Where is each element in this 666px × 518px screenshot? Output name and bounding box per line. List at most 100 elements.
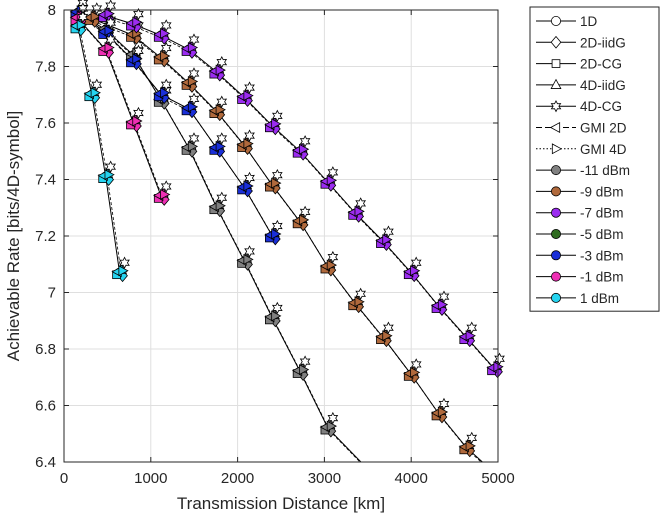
data-point xyxy=(382,234,393,246)
legend-marker xyxy=(551,292,562,303)
data-point xyxy=(299,143,310,155)
legend-item: GMI 2D xyxy=(536,121,627,136)
data-point xyxy=(187,75,199,87)
data-point-4d-cg xyxy=(271,301,283,315)
data-point-4d-cg xyxy=(188,132,200,145)
data-point xyxy=(104,8,115,20)
legend-item: -7 dBm xyxy=(536,206,624,221)
data-point-4d-cg xyxy=(466,321,478,334)
y-tick-label: 6.4 xyxy=(35,454,56,471)
data-point xyxy=(132,16,143,28)
legend-marker xyxy=(551,271,562,282)
data-point-4d-cg xyxy=(105,33,117,46)
data-point-4d-cg xyxy=(105,0,117,12)
x-tick-label: 0 xyxy=(60,470,68,487)
legend-box xyxy=(529,6,660,312)
data-point xyxy=(215,140,226,152)
data-point xyxy=(326,259,338,271)
legend-item: 4D-iidG xyxy=(536,78,626,93)
data-point-4d-cg xyxy=(494,352,505,365)
data-point xyxy=(104,25,115,37)
data-point xyxy=(187,42,199,54)
series-line-gmi xyxy=(79,29,122,276)
data-point xyxy=(160,27,171,39)
x-tick-label: 5000 xyxy=(481,470,514,487)
x-tick-label: 3000 xyxy=(308,470,341,487)
data-point xyxy=(132,53,143,65)
legend-label: 2D-CG xyxy=(580,57,622,72)
data-point-4d-cg xyxy=(327,411,339,425)
legend-marker xyxy=(550,78,562,89)
data-point-4d-cg xyxy=(188,92,200,106)
grid-lines xyxy=(63,9,499,463)
data-point-4d-cg xyxy=(133,7,144,21)
data-point xyxy=(437,299,449,311)
data-point xyxy=(271,228,282,240)
legend-label: 4D-CG xyxy=(580,99,622,114)
data-point-4d-cg xyxy=(271,219,283,233)
data-point-4d-cg xyxy=(244,129,255,142)
legend-item: 1 dBm xyxy=(536,291,619,306)
data-point xyxy=(437,406,449,418)
data-point xyxy=(104,169,115,181)
legend-label: -3 dBm xyxy=(580,248,624,263)
data-point-4d-cg xyxy=(438,290,450,303)
data-point-4d-cg xyxy=(216,95,228,108)
data-point xyxy=(326,174,338,186)
data-point-4d-cg xyxy=(160,19,172,32)
data-point-4d-cg xyxy=(119,256,130,269)
legend-label: -11 dBm xyxy=(580,163,630,178)
data-point-4d-cg xyxy=(105,160,117,173)
data-point-4d-cg xyxy=(105,16,117,29)
data-point xyxy=(187,140,199,152)
plot-area xyxy=(69,0,505,462)
legend-item: -9 dBm xyxy=(536,184,624,199)
data-point xyxy=(90,10,101,22)
data-point xyxy=(160,87,171,99)
data-point-4d-cg xyxy=(216,191,228,204)
x-tick-label: 4000 xyxy=(395,470,428,487)
data-point xyxy=(465,440,476,452)
data-point xyxy=(271,177,282,189)
data-point xyxy=(243,90,254,102)
legend-item: 2D-CG xyxy=(536,57,622,72)
x-tick-label: 1000 xyxy=(134,470,167,487)
legend-label: 1D xyxy=(580,14,598,29)
data-point-4d-cg xyxy=(244,81,255,94)
y-tick-label: 8 xyxy=(48,2,56,19)
data-point-4d-cg xyxy=(410,256,422,269)
data-point-4d-cg xyxy=(91,78,103,91)
y-tick-label: 7.6 xyxy=(35,115,56,132)
data-point-4d-cg xyxy=(133,106,144,120)
legend-label: -7 dBm xyxy=(580,206,624,221)
legend-marker xyxy=(551,143,563,155)
data-point xyxy=(90,87,101,99)
y-tick-label: 7.2 xyxy=(35,228,56,245)
legend-marker xyxy=(549,122,561,133)
legend-item: 4D-CG xyxy=(536,99,622,114)
y-tick-label: 7 xyxy=(48,285,56,302)
data-point-4d-cg xyxy=(327,250,339,264)
legend-marker xyxy=(550,100,562,113)
data-point xyxy=(215,64,226,76)
legend-label: -1 dBm xyxy=(580,270,624,285)
data-point-4d-cg xyxy=(77,10,89,24)
data-point xyxy=(326,420,338,432)
series-markers xyxy=(69,0,505,458)
data-point-4d-cg xyxy=(271,168,283,182)
data-point xyxy=(76,19,88,31)
legend-marker xyxy=(551,186,562,197)
data-point xyxy=(271,118,282,130)
y-tick-label: 7.8 xyxy=(35,59,56,76)
data-point-4d-cg xyxy=(438,397,450,411)
data-point-4d-cg xyxy=(188,33,200,46)
data-point-4d-cg xyxy=(160,41,172,55)
data-point xyxy=(243,253,254,265)
series-line xyxy=(77,26,121,273)
data-point-4d-cg xyxy=(299,205,311,219)
data-point xyxy=(299,214,310,226)
data-point-4d-cg xyxy=(133,44,144,58)
legend-marker xyxy=(551,250,562,261)
series-line-gmi xyxy=(79,15,361,462)
data-point-4d-cg xyxy=(188,67,200,80)
